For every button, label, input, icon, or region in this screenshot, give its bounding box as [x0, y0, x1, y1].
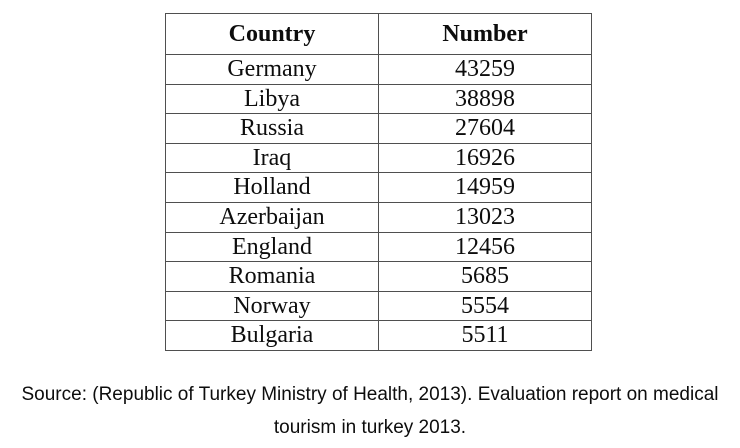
table-row: Romania 5685	[165, 261, 592, 292]
number-cell: 5685	[378, 261, 592, 292]
number-cell: 43259	[378, 54, 592, 85]
country-cell: Iraq	[165, 142, 379, 174]
country-cell: England	[165, 231, 379, 263]
header-cell-number: Number	[378, 13, 592, 55]
table-header-row: Country Number	[165, 13, 592, 55]
number-cell: 13023	[378, 201, 592, 233]
table-row: Holland 14959	[165, 172, 592, 203]
country-cell: Romania	[165, 261, 379, 292]
table-row: Bulgaria 5511	[165, 320, 592, 351]
table-row: Russia 27604	[165, 113, 592, 144]
table-row: Libya 38898	[165, 83, 592, 115]
table-row: Norway 5554	[165, 290, 592, 322]
number-cell: 12456	[378, 231, 592, 263]
header-cell-country: Country	[165, 13, 379, 55]
number-cell: 5511	[378, 320, 592, 351]
table-row: Iraq 16926	[165, 142, 592, 174]
number-cell: 38898	[378, 83, 592, 115]
country-cell: Azerbaijan	[165, 201, 379, 233]
table-row: Germany 43259	[165, 54, 592, 85]
number-cell: 16926	[378, 142, 592, 174]
table-row: Azerbaijan 13023	[165, 201, 592, 233]
country-cell: Germany	[165, 54, 379, 85]
table-body: Germany 43259 Libya 38898 Russia 27604 I…	[165, 54, 592, 351]
number-cell: 27604	[378, 113, 592, 144]
number-cell: 5554	[378, 290, 592, 322]
country-cell: Bulgaria	[165, 320, 379, 351]
source-citation: Source: (Republic of Turkey Ministry of …	[21, 384, 719, 438]
number-cell: 14959	[378, 172, 592, 203]
country-cell: Norway	[165, 290, 379, 322]
table-container: Country Number Germany 43259 Libya 38898…	[165, 13, 592, 351]
country-number-table: Country Number Germany 43259 Libya 38898…	[165, 13, 592, 351]
table-row: England 12456	[165, 231, 592, 263]
country-cell: Russia	[165, 113, 379, 144]
country-cell: Libya	[165, 83, 379, 115]
country-cell: Holland	[165, 172, 379, 203]
